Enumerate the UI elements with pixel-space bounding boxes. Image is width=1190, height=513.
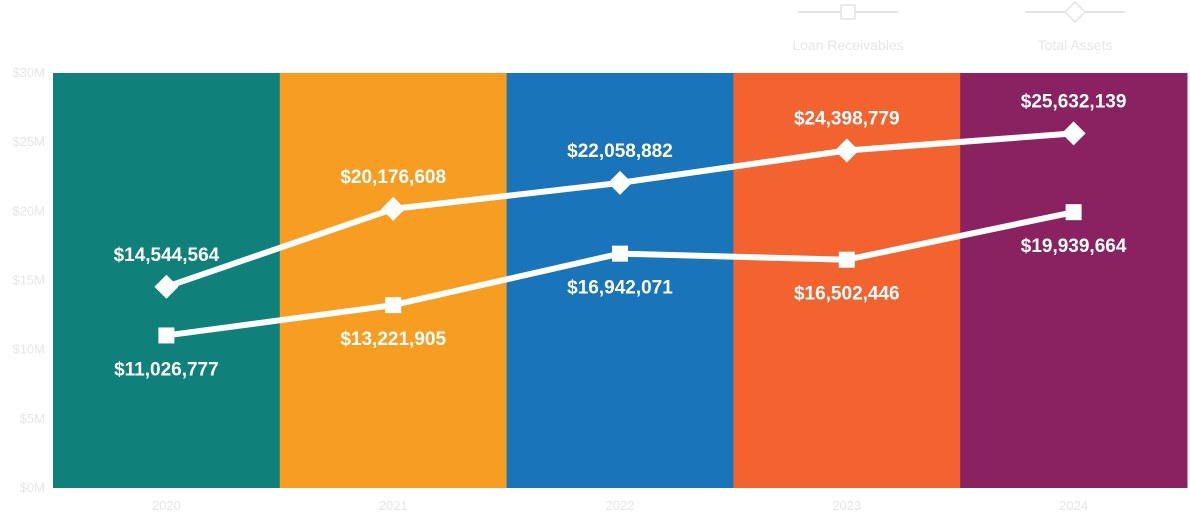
series-markers xyxy=(154,121,1086,344)
data-label: $20,176,608 xyxy=(340,167,446,188)
band-2021 xyxy=(279,73,508,488)
data-label: $16,942,071 xyxy=(567,278,673,299)
data-point xyxy=(154,274,179,299)
legend: Loan Receivables Total Assets xyxy=(792,0,1125,53)
data-label: $24,398,779 xyxy=(794,108,900,129)
y-tick-label: $25M xyxy=(12,134,45,149)
x-tick-label: 2020 xyxy=(152,498,181,513)
y-tick-label: $15M xyxy=(12,273,45,288)
data-label: $16,502,446 xyxy=(794,284,900,305)
legend-square-icon xyxy=(840,4,856,20)
data-label: $14,544,564 xyxy=(114,245,220,266)
data-point xyxy=(385,297,402,314)
y-tick-label: $5M xyxy=(20,411,45,426)
data-point xyxy=(381,196,406,221)
y-tick-label: $30M xyxy=(12,65,45,80)
x-tick-label: 2022 xyxy=(606,498,635,513)
band-2023 xyxy=(733,73,961,488)
y-tick-label: $0M xyxy=(20,480,45,495)
legend-diamond-icon xyxy=(1063,0,1087,24)
data-label: $19,939,664 xyxy=(1021,236,1127,257)
data-point xyxy=(608,170,632,195)
data-point xyxy=(158,327,175,344)
data-labels: $11,026,777 $13,221,905 $16,942,071 $16,502… xyxy=(114,91,1127,380)
data-label: $25,632,139 xyxy=(1021,91,1127,112)
data-label: $13,221,905 xyxy=(340,329,446,350)
data-label: $22,058,882 xyxy=(567,141,673,162)
y-tick-label: $10M xyxy=(12,342,45,357)
x-tick-label: 2024 xyxy=(1059,498,1088,513)
x-axis: 2020 2021 2022 2023 2024 xyxy=(152,498,1088,513)
y-axis: $0M $5M $10M $15M $20M $25M $30M xyxy=(12,65,45,495)
y-tick-label: $20M xyxy=(12,203,45,218)
band-2022 xyxy=(506,73,734,488)
legend-label: Loan Receivables xyxy=(792,37,903,53)
x-tick-label: 2021 xyxy=(379,498,408,513)
data-label: $11,026,777 xyxy=(114,359,219,380)
data-point xyxy=(612,245,628,262)
data-point xyxy=(1065,204,1082,221)
legend-label: Total Assets xyxy=(1038,37,1113,53)
x-tick-label: 2023 xyxy=(832,498,861,513)
data-point xyxy=(1061,121,1086,146)
data-point xyxy=(838,251,855,268)
data-point xyxy=(834,138,859,163)
